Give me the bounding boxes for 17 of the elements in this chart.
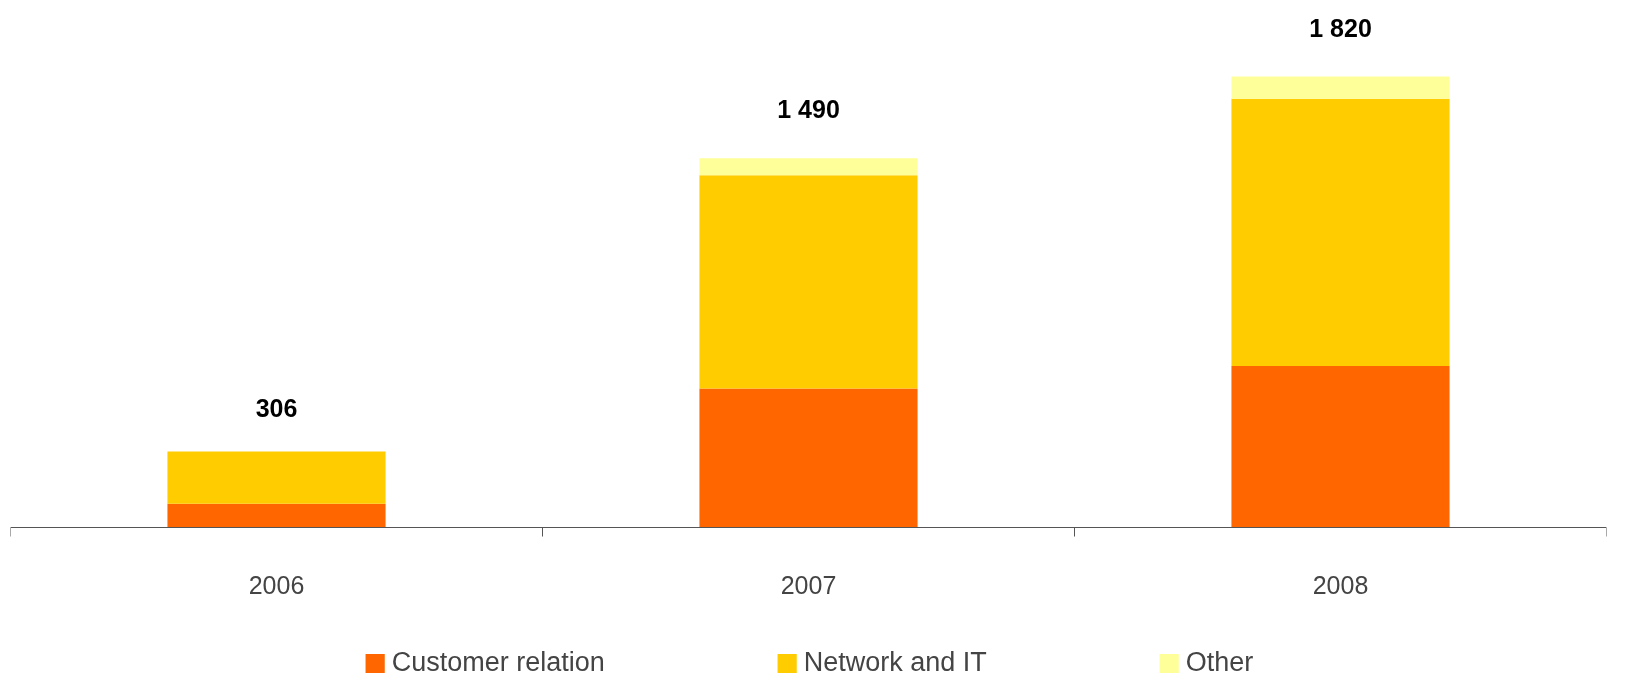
x-tick-label: 2008 bbox=[1312, 571, 1369, 600]
bar bbox=[1231, 76, 1450, 99]
annotation: 306 bbox=[255, 393, 298, 422]
legend-label: Network and IT bbox=[803, 647, 987, 678]
legend-label: Other bbox=[1185, 647, 1254, 678]
bar bbox=[167, 503, 386, 528]
legend-label: Customer relation bbox=[391, 647, 605, 678]
bar bbox=[699, 388, 918, 528]
bar bbox=[1231, 98, 1450, 366]
bar bbox=[699, 175, 918, 389]
bar bbox=[1231, 365, 1450, 528]
bar bbox=[699, 158, 918, 176]
bar bbox=[167, 451, 386, 504]
annotation: 1 820 bbox=[1309, 13, 1372, 42]
annotation: 1 490 bbox=[777, 95, 840, 124]
x-tick-label: 2006 bbox=[248, 571, 305, 600]
x-tick-label: 2007 bbox=[780, 571, 837, 600]
